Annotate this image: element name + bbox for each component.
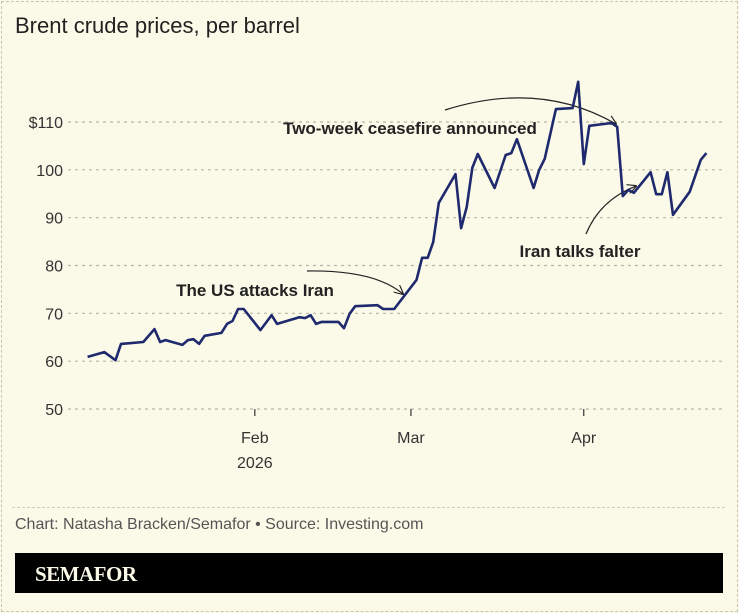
divider — [12, 507, 725, 508]
source-credit: Chart: Natasha Bracken/Semafor • Source:… — [15, 516, 424, 533]
annotation-us-attacks: The US attacks Iran — [176, 281, 334, 300]
x-tick-label: Feb — [241, 430, 269, 447]
chart-title: Brent crude prices, per barrel — [15, 13, 300, 38]
y-tick-label: 100 — [36, 163, 63, 180]
arrow-ceasefire — [444, 97, 616, 124]
y-tick-label: $110 — [29, 115, 64, 132]
arrow-talks-falter — [585, 186, 636, 235]
y-tick-label: 60 — [45, 354, 63, 371]
y-tick-label: 50 — [45, 402, 63, 419]
y-tick-label: 80 — [45, 259, 63, 276]
line-chart: $110 100 90 80 70 60 50 Feb 2026 Mar Apr The US a… — [29, 80, 725, 472]
price-line — [87, 80, 708, 362]
annotation-ceasefire: Two-week ceasefire announced — [283, 119, 537, 138]
annotation-talks-falter: Iran talks falter — [520, 242, 641, 261]
x-tick-label: Mar — [397, 430, 425, 447]
x-tick-label: Apr — [571, 430, 597, 447]
brand-bar: SEMAFOR — [15, 553, 723, 593]
y-tick-label: 90 — [45, 211, 63, 228]
arrow-us-attacks — [306, 270, 403, 294]
semafor-logo: SEMAFOR — [35, 562, 137, 586]
x-tick-sublabel: 2026 — [237, 455, 273, 472]
y-tick-label: 70 — [45, 306, 63, 323]
